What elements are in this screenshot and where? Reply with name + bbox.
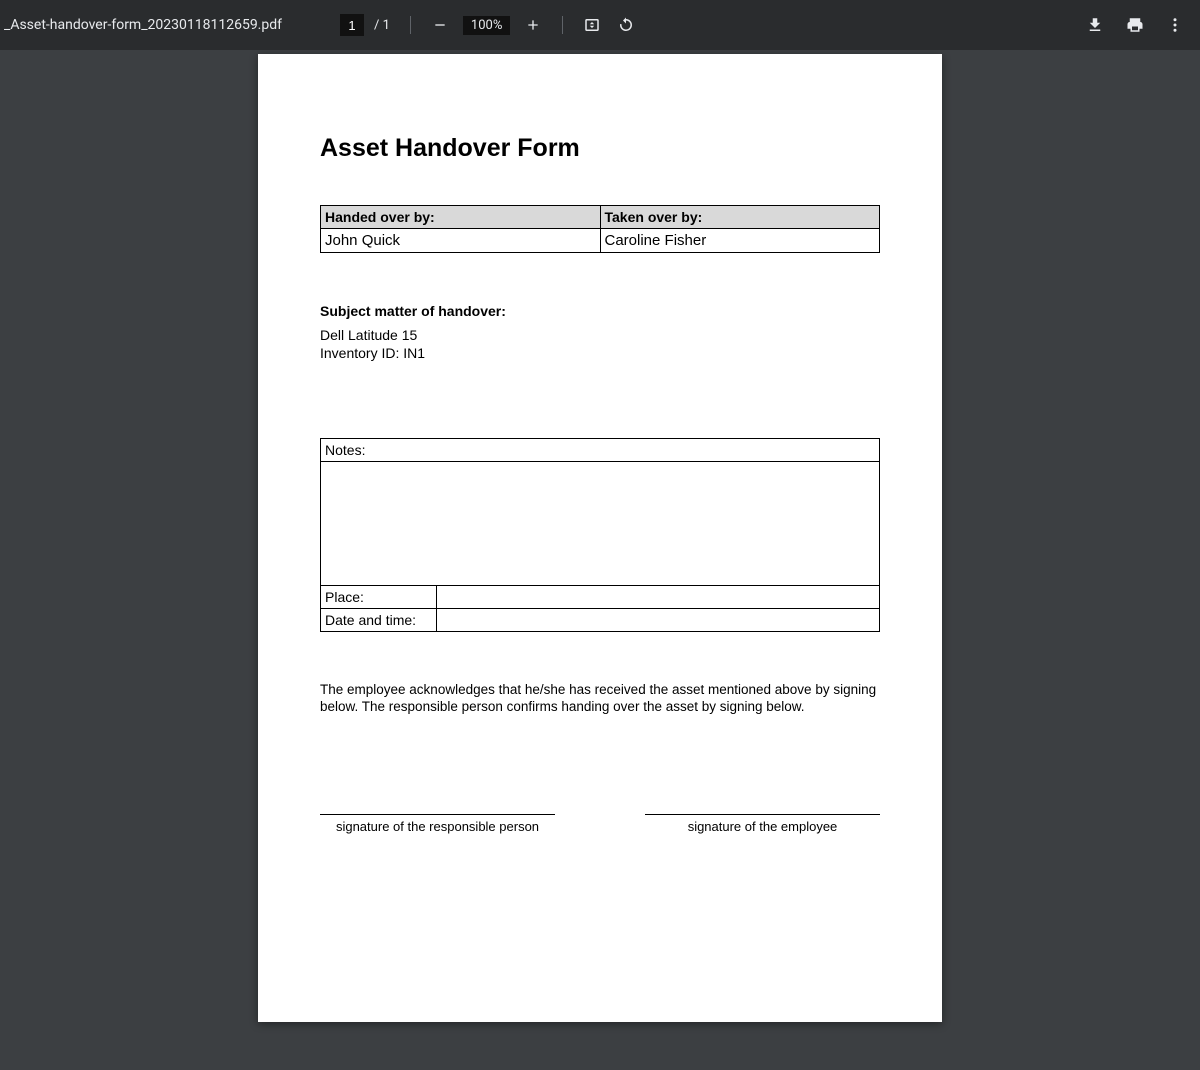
document-title: Asset Handover Form: [320, 134, 880, 163]
acknowledgement-text: The employee acknowledges that he/she ha…: [320, 682, 880, 716]
signature-label-left: signature of the responsible person: [320, 819, 555, 834]
signature-block-left: signature of the responsible person: [320, 814, 555, 834]
subject-body: Dell Latitude 15 Inventory ID: IN1: [320, 327, 880, 362]
notes-body-row: [321, 462, 880, 586]
more-menu-button[interactable]: [1160, 10, 1190, 40]
minus-icon: [432, 17, 448, 33]
pdf-viewer: _Asset-handover-form_20230118112659.pdf …: [0, 0, 1200, 1070]
place-label: Place:: [321, 586, 437, 609]
print-icon: [1126, 16, 1144, 34]
notes-header-row: Notes:: [321, 439, 880, 462]
signature-block-right: signature of the employee: [645, 814, 880, 834]
handed-over-value: John Quick: [321, 229, 601, 253]
signature-label-right: signature of the employee: [645, 819, 880, 834]
table-header-row: Handed over by: Taken over by:: [321, 206, 880, 229]
filename-label: _Asset-handover-form_20230118112659.pdf: [0, 17, 282, 33]
subject-line-2: Inventory ID: IN1: [320, 345, 880, 363]
notes-label: Notes:: [321, 439, 880, 462]
zoom-level-label: 100%: [463, 16, 510, 35]
download-icon: [1086, 16, 1104, 34]
place-row: Place:: [321, 586, 880, 609]
print-button[interactable]: [1120, 10, 1150, 40]
plus-icon: [525, 17, 541, 33]
page-total-value: 1: [383, 18, 390, 33]
pdf-page: Asset Handover Form Handed over by: Take…: [258, 54, 942, 1022]
datetime-label: Date and time:: [321, 609, 437, 632]
datetime-value: [437, 609, 880, 632]
notes-table: Notes: Place: Date and time:: [320, 438, 880, 632]
more-vert-icon: [1166, 16, 1184, 34]
signature-row: signature of the responsible person sign…: [320, 814, 880, 834]
handed-over-header: Handed over by:: [321, 206, 601, 229]
toolbar-right-group: [1080, 10, 1190, 40]
taken-over-value: Caroline Fisher: [600, 229, 880, 253]
datetime-row: Date and time:: [321, 609, 880, 632]
page-scroll-area[interactable]: Asset Handover Form Handed over by: Take…: [0, 50, 1200, 1070]
rotate-button[interactable]: [611, 10, 641, 40]
notes-value: [321, 462, 880, 586]
toolbar-center-group: / 1 100%: [340, 10, 641, 40]
place-value: [437, 586, 880, 609]
divider: [410, 16, 411, 34]
download-button[interactable]: [1080, 10, 1110, 40]
subject-label: Subject matter of handover:: [320, 303, 880, 319]
rotate-icon: [617, 16, 635, 34]
taken-over-header: Taken over by:: [600, 206, 880, 229]
fit-page-button[interactable]: [577, 10, 607, 40]
table-row: John Quick Caroline Fisher: [321, 229, 880, 253]
signature-line-right: [645, 814, 880, 815]
subject-line-1: Dell Latitude 15: [320, 327, 880, 345]
signature-line-left: [320, 814, 555, 815]
zoom-out-button[interactable]: [425, 10, 455, 40]
fit-page-icon: [583, 16, 601, 34]
handover-table: Handed over by: Taken over by: John Quic…: [320, 205, 880, 253]
page-number-input[interactable]: [340, 14, 364, 36]
zoom-in-button[interactable]: [518, 10, 548, 40]
page-total-label: / 1: [374, 18, 390, 33]
toolbar: _Asset-handover-form_20230118112659.pdf …: [0, 0, 1200, 50]
divider: [562, 16, 563, 34]
